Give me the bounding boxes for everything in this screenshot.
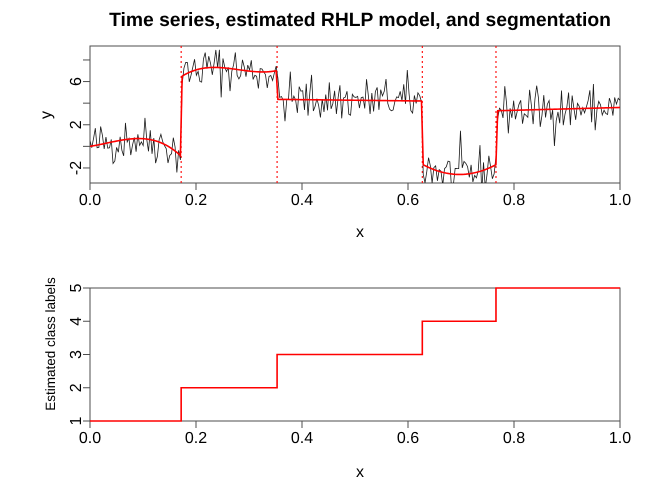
- svg-text:Time series, estimated RHLP mo: Time series, estimated RHLP model, and s…: [109, 10, 611, 31]
- svg-text:x: x: [356, 464, 364, 480]
- svg-text:x: x: [356, 224, 364, 241]
- svg-text:4: 4: [68, 317, 85, 326]
- svg-text:0.2: 0.2: [185, 192, 207, 209]
- svg-text:Estimated class labels: Estimated class labels: [43, 277, 58, 411]
- svg-text:0.8: 0.8: [503, 430, 525, 447]
- svg-text:-2: -2: [68, 161, 85, 175]
- svg-text:3: 3: [68, 350, 85, 359]
- svg-text:0.2: 0.2: [185, 430, 207, 447]
- svg-text:1.0: 1.0: [609, 430, 631, 447]
- svg-text:0.0: 0.0: [79, 430, 101, 447]
- svg-text:1: 1: [68, 416, 85, 425]
- svg-text:0.4: 0.4: [291, 192, 313, 209]
- svg-text:0.0: 0.0: [79, 192, 101, 209]
- svg-text:y: y: [38, 111, 55, 119]
- svg-text:0.4: 0.4: [291, 430, 313, 447]
- svg-text:1.0: 1.0: [609, 192, 631, 209]
- svg-text:6: 6: [68, 77, 85, 86]
- svg-text:0.6: 0.6: [397, 192, 419, 209]
- svg-text:0.8: 0.8: [503, 192, 525, 209]
- svg-text:2: 2: [68, 120, 85, 129]
- svg-text:2: 2: [68, 383, 85, 392]
- svg-text:0.6: 0.6: [397, 430, 419, 447]
- svg-text:5: 5: [68, 283, 85, 292]
